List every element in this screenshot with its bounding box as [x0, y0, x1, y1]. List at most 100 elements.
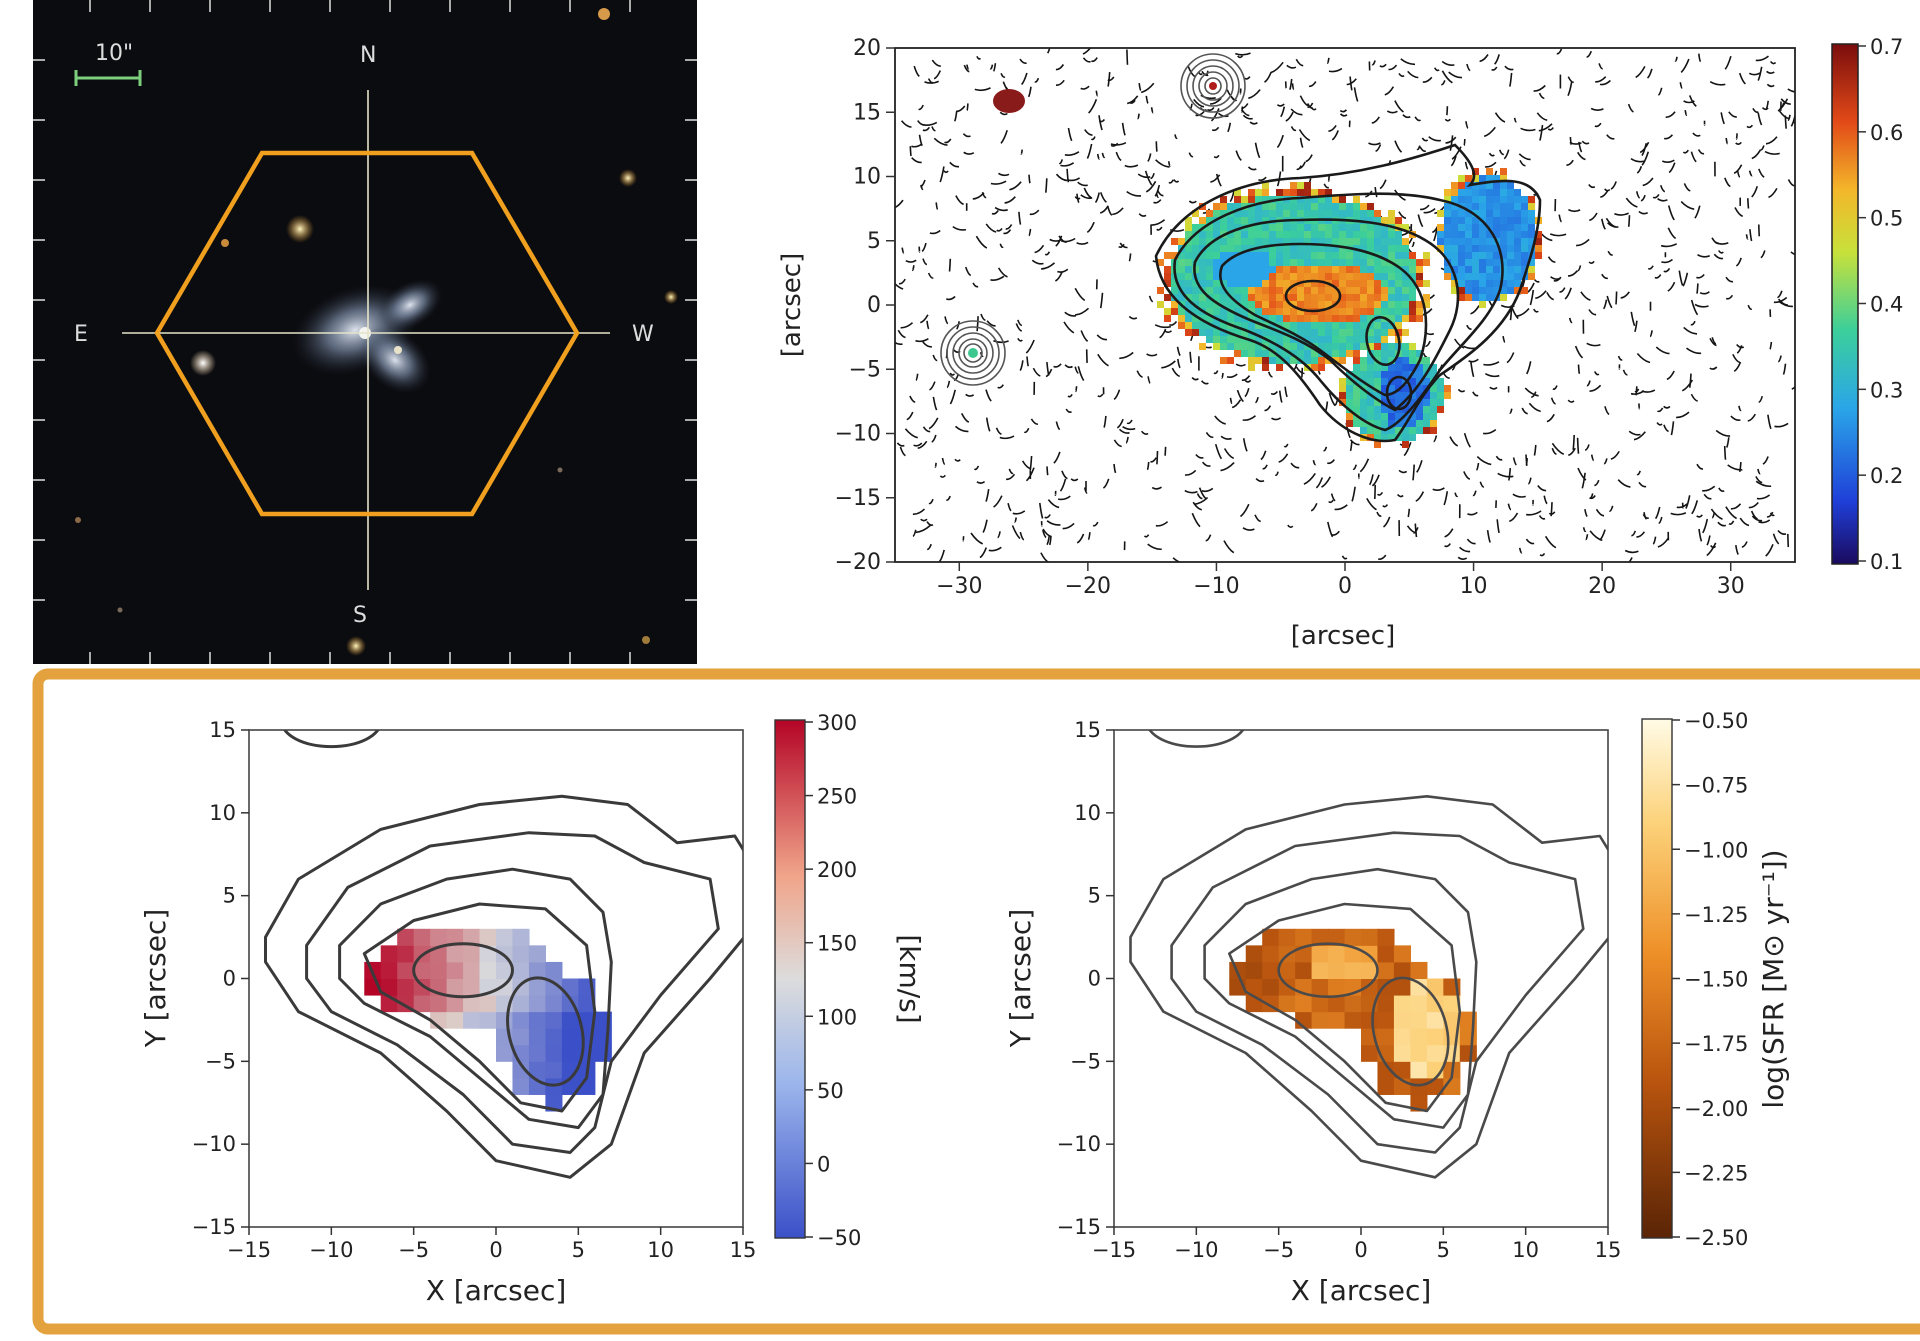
map-pixel: [1472, 203, 1479, 210]
noise-contour: [1659, 185, 1666, 193]
map-pixel: [1297, 350, 1304, 357]
noise-contour: [964, 266, 972, 277]
noise-contour: [1097, 353, 1109, 367]
map-pixel: [1297, 315, 1304, 322]
noise-contour: [1210, 97, 1222, 105]
map-pixel: [1430, 385, 1437, 392]
map-pixel: [1423, 399, 1430, 406]
map-pixel: [1402, 224, 1409, 231]
map-pixel: [1255, 294, 1262, 301]
map-pixel: [1381, 280, 1388, 287]
map-pixel: [1318, 357, 1325, 364]
map-pixel: [1248, 350, 1255, 357]
map-pixel: [479, 961, 497, 979]
map-pixel: [446, 961, 464, 979]
map-pixel: [1395, 252, 1402, 259]
map-pixel: [1367, 322, 1374, 329]
map-pixel: [1185, 217, 1192, 224]
map-pixel: [1493, 252, 1500, 259]
noise-contour: [988, 546, 1002, 552]
noise-contour: [1683, 100, 1695, 104]
noise-contour: [1691, 500, 1699, 515]
noise-contour: [1412, 464, 1415, 481]
map-pixel: [1227, 245, 1234, 252]
map-pixel: [1388, 238, 1395, 245]
noise-contour: [905, 259, 917, 263]
map-pixel: [1416, 301, 1423, 308]
map-pixel: [1507, 245, 1514, 252]
contour-line: [305, 831, 720, 1154]
noise-contour: [1601, 218, 1606, 230]
map-pixel: [1388, 231, 1395, 238]
map-pixel: [1465, 238, 1472, 245]
noise-contour: [906, 411, 914, 421]
map-pixel: [1410, 1028, 1428, 1046]
noise-contour: [1126, 49, 1129, 65]
map-pixel: [1444, 210, 1451, 217]
map-pixel: [1297, 322, 1304, 329]
map-pixel: [1514, 224, 1521, 231]
map-pixel: [1192, 245, 1199, 252]
map-pixel: [1374, 273, 1381, 280]
map-pixel: [1528, 266, 1535, 273]
map-pixel: [1458, 196, 1465, 203]
map-pixel: [1388, 252, 1395, 259]
map-pixel: [1423, 378, 1430, 385]
map-pixel: [1409, 413, 1416, 420]
noise-contour: [998, 172, 1010, 177]
noise-contour: [1041, 262, 1056, 270]
noise-contour: [912, 529, 917, 537]
noise-contour: [989, 64, 994, 70]
map-pixel: [545, 1028, 563, 1046]
map-pixel: [1377, 995, 1395, 1013]
map-pixel: [1493, 210, 1500, 217]
map-pixel: [1437, 406, 1444, 413]
map-pixel: [1528, 217, 1535, 224]
noise-contour: [1748, 501, 1759, 509]
map-pixel: [1353, 357, 1360, 364]
map-pixel: [1381, 413, 1388, 420]
map-pixel: [1297, 189, 1304, 196]
map-pixel: [1241, 245, 1248, 252]
noise-contour: [1097, 393, 1104, 398]
noise-contour: [1463, 432, 1471, 448]
noise-contour: [1018, 211, 1022, 225]
noise-contour: [904, 428, 918, 439]
noise-contour: [922, 341, 933, 348]
map-pixel: [1381, 217, 1388, 224]
x-tick-label: 20: [1588, 574, 1616, 599]
map-pixel: [1248, 343, 1255, 350]
noise-contour: [953, 374, 960, 382]
noise-contour: [915, 373, 919, 382]
noise-contour: [1569, 141, 1582, 145]
noise-contour: [1494, 54, 1500, 65]
map-pixel: [1416, 308, 1423, 315]
map-pixel: [545, 1044, 563, 1062]
map-pixel: [1295, 995, 1313, 1013]
map-pixel: [1500, 231, 1507, 238]
noise-contour: [1674, 56, 1678, 62]
map-pixel: [1486, 238, 1493, 245]
map-pixel: [1535, 252, 1542, 259]
map-pixel: [1346, 308, 1353, 315]
map-pixel: [1171, 287, 1178, 294]
map-pixel: [1178, 294, 1185, 301]
map-pixel: [1325, 287, 1332, 294]
noise-contour: [1572, 434, 1575, 450]
map-pixel: [1437, 224, 1444, 231]
noise-contour: [1614, 212, 1629, 216]
noise-contour: [1568, 208, 1581, 213]
noise-contour: [1472, 490, 1477, 497]
map-pixel: [1367, 238, 1374, 245]
noise-contour: [1567, 81, 1573, 97]
noise-contour: [1710, 545, 1717, 549]
noise-contour: [1602, 299, 1608, 310]
map-pixel: [1344, 1011, 1362, 1029]
map-pixel: [1367, 329, 1374, 336]
noise-contour: [1321, 476, 1332, 488]
map-pixel: [1472, 168, 1479, 175]
map-pixel: [1416, 427, 1423, 434]
noise-contour: [954, 425, 969, 433]
noise-contour: [1060, 162, 1075, 167]
map-pixel: [1227, 301, 1234, 308]
